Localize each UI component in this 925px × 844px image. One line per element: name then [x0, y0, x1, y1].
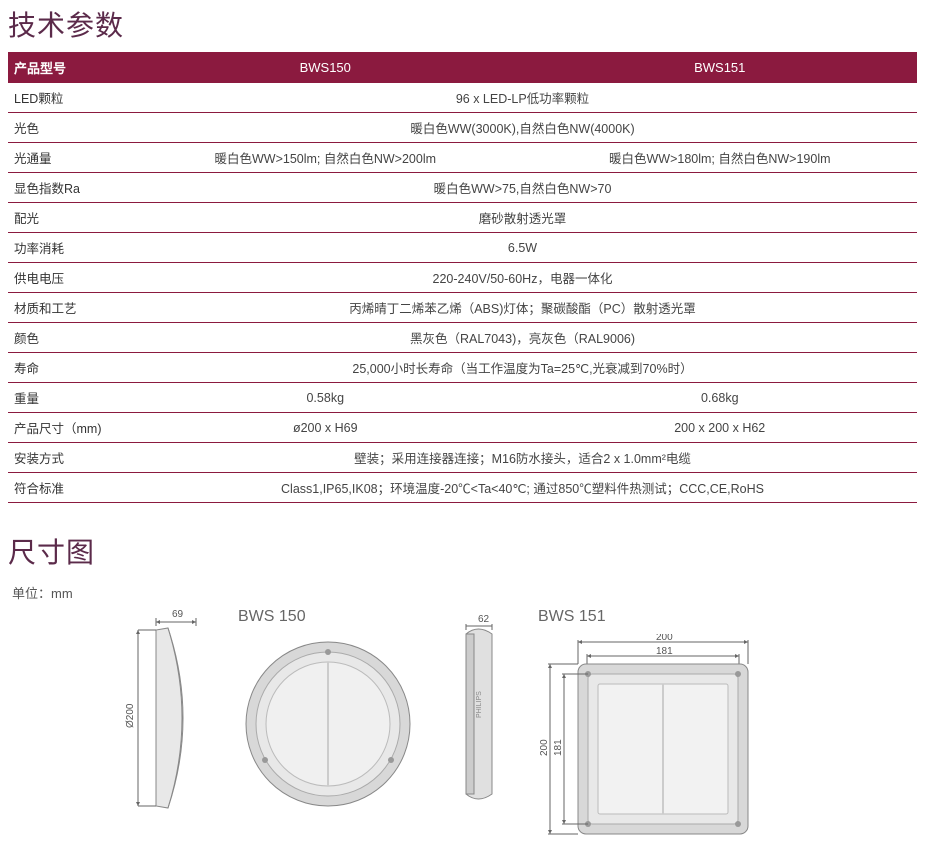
row-value: 壁装；采用连接器连接；M16防水接头，适合2 x 1.0mm²电缆: [128, 443, 917, 473]
row-label: 重量: [8, 383, 128, 413]
row-value-2: 200 x 200 x H62: [523, 413, 918, 443]
bws151-front-view: BWS 151 200 181: [538, 608, 768, 844]
row-label: 安装方式: [8, 443, 128, 473]
dim-200-top: 200: [656, 634, 673, 643]
row-label: 配光: [8, 203, 128, 233]
table-row: 颜色黑灰色（RAL7043)，亮灰色（RAL9006): [8, 323, 917, 353]
row-value: 6.5W: [128, 233, 917, 263]
unit-label: 单位：mm: [12, 583, 917, 602]
table-row: LED颗粒96 x LED-LP低功率颗粒: [8, 83, 917, 113]
brand-text: PHILIPS: [476, 691, 483, 718]
dim-181-left: 181: [553, 739, 564, 756]
row-value-2: 暖白色WW>180lm; 自然白色NW>190lm: [523, 143, 918, 173]
table-row: 光通量暖白色WW>150lm; 自然白色NW>200lm暖白色WW>180lm;…: [8, 143, 917, 173]
row-value: 黑灰色（RAL7043)，亮灰色（RAL9006): [128, 323, 917, 353]
row-value-1: ø200 x H69: [128, 413, 523, 443]
header-label: 产品型号: [8, 52, 128, 83]
row-value: Class1,IP65,IK08；环境温度-20℃<Ta<40℃; 通过850℃…: [128, 473, 917, 503]
row-label: 显色指数Ra: [8, 173, 128, 203]
row-value: 96 x LED-LP低功率颗粒: [128, 83, 917, 113]
header-col-2: BWS151: [523, 52, 918, 83]
row-value: 暖白色WW>75,自然白色NW>70: [128, 173, 917, 203]
row-label: 产品尺寸（mm): [8, 413, 128, 443]
row-value: 暖白色WW(3000K),自然白色NW(4000K): [128, 113, 917, 143]
table-header-row: 产品型号 BWS150 BWS151: [8, 52, 917, 83]
table-row: 产品尺寸（mm)ø200 x H69200 x 200 x H62: [8, 413, 917, 443]
row-label: 供电电压: [8, 263, 128, 293]
table-row: 供电电压220-240V/50-60Hz，电器一体化: [8, 263, 917, 293]
row-label: 材质和工艺: [8, 293, 128, 323]
row-value-1: 暖白色WW>150lm; 自然白色NW>200lm: [128, 143, 523, 173]
bws150-profile: 62 PHILIPS: [448, 608, 508, 808]
row-value-2: 0.68kg: [523, 383, 918, 413]
table-row: 功率消耗6.5W: [8, 233, 917, 263]
dim-200-left: 200: [539, 739, 550, 756]
table-row: 显色指数Ra暖白色WW>75,自然白色NW>70: [8, 173, 917, 203]
table-row: 光色暖白色WW(3000K),自然白色NW(4000K): [8, 113, 917, 143]
bws151-title: BWS 151: [538, 608, 606, 626]
bws150-title: BWS 150: [238, 608, 306, 626]
dim-diameter: Ø200: [125, 703, 136, 728]
dimension-diagrams: 69 Ø200 BWS 150 62: [8, 608, 917, 844]
table-row: 寿命25,000小时长寿命（当工作温度为Ta=25℃,光衰减到70%时）: [8, 353, 917, 383]
table-row: 配光磨砂散射透光罩: [8, 203, 917, 233]
row-label: 寿命: [8, 353, 128, 383]
table-row: 符合标准Class1,IP65,IK08；环境温度-20℃<Ta<40℃; 通过…: [8, 473, 917, 503]
dim-69: 69: [172, 609, 184, 620]
dim-181-top: 181: [656, 646, 673, 657]
section-title-tech: 技术参数: [8, 4, 917, 44]
row-label: 符合标准: [8, 473, 128, 503]
row-value-1: 0.58kg: [128, 383, 523, 413]
table-row: 安装方式壁装；采用连接器连接；M16防水接头，适合2 x 1.0mm²电缆: [8, 443, 917, 473]
spec-table: 产品型号 BWS150 BWS151 LED颗粒96 x LED-LP低功率颗粒…: [8, 52, 917, 503]
row-value: 25,000小时长寿命（当工作温度为Ta=25℃,光衰减到70%时）: [128, 353, 917, 383]
row-label: 功率消耗: [8, 233, 128, 263]
row-value: 磨砂散射透光罩: [128, 203, 917, 233]
dim-62: 62: [478, 614, 490, 625]
row-value: 220-240V/50-60Hz，电器一体化: [128, 263, 917, 293]
row-label: LED颗粒: [8, 83, 128, 113]
table-row: 材质和工艺丙烯晴丁二烯苯乙烯（ABS)灯体；聚碳酸酯（PC）散射透光罩: [8, 293, 917, 323]
header-col-1: BWS150: [128, 52, 523, 83]
bws150-side-view: 69 Ø200: [108, 608, 208, 818]
section-title-dims: 尺寸图: [8, 531, 917, 571]
row-value: 丙烯晴丁二烯苯乙烯（ABS)灯体；聚碳酸酯（PC）散射透光罩: [128, 293, 917, 323]
row-label: 颜色: [8, 323, 128, 353]
row-label: 光通量: [8, 143, 128, 173]
bws150-front-view: BWS 150: [238, 608, 418, 814]
table-row: 重量0.58kg0.68kg: [8, 383, 917, 413]
row-label: 光色: [8, 113, 128, 143]
